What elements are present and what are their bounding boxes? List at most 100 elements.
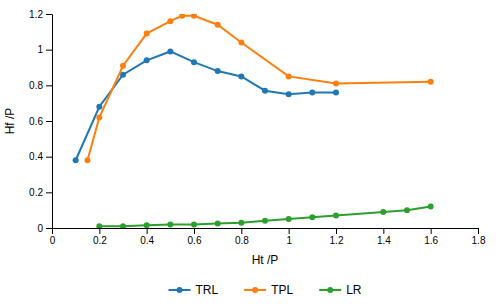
point (309, 89, 315, 95)
x-tick-mark (431, 228, 432, 234)
point (144, 57, 150, 63)
point (286, 216, 292, 222)
plot: 0 0.2 0.4 0.6 0.8 1 1.2 1.4 1.6 1.8 0 0.2 0.4 0.6 0.8 1… (29, 9, 486, 246)
x-axis: 0 0.2 0.4 0.6 0.8 1 1.2 1.4 1.6 1.8 (50, 228, 486, 246)
x-tick-label: 0 (50, 235, 56, 246)
point (286, 73, 292, 79)
x-tick: 1.8 (472, 228, 486, 246)
point (96, 114, 102, 120)
point (262, 218, 268, 224)
point (309, 214, 315, 220)
y-tick-mark (46, 50, 52, 51)
series-line (99, 207, 430, 227)
y-tick-label: 0.2 (29, 187, 43, 198)
point (238, 40, 244, 46)
x-axis-title: Ht /P (252, 253, 279, 267)
x-tick-mark (383, 228, 384, 234)
x-tick: 1.4 (377, 228, 391, 246)
point (167, 221, 173, 227)
point (191, 221, 197, 227)
x-tick-label: 0.2 (93, 235, 107, 246)
x-axis-line (53, 229, 479, 235)
x-tick: 0.6 (188, 228, 202, 246)
legend-marker (176, 287, 182, 293)
series (96, 204, 433, 228)
y-tick: 1 (37, 44, 52, 55)
point (85, 157, 91, 163)
y-tick-mark (46, 14, 52, 15)
x-tick: 0 (50, 228, 56, 246)
legend: TRL TPL LR (168, 283, 361, 297)
y-tick-mark (46, 192, 52, 193)
chart: 0 0.2 0.4 0.6 0.8 1 1.2 1.4 1.6 1.8 0 0.2 0.4 0.6 0.8 1… (0, 0, 500, 304)
y-tick: 0.2 (29, 187, 52, 198)
point (191, 14, 197, 19)
point (238, 73, 244, 79)
x-tick-mark (147, 228, 148, 234)
point (215, 68, 221, 74)
point (120, 63, 126, 69)
y-tick-label: 0.6 (29, 116, 43, 127)
point (167, 18, 173, 24)
point (167, 48, 173, 54)
point (286, 91, 292, 97)
y-tick: 0.8 (29, 80, 52, 91)
series (73, 48, 339, 163)
point (73, 157, 79, 163)
point (428, 204, 434, 210)
x-tick-label: 0.8 (235, 235, 249, 246)
x-tick: 0.8 (235, 228, 249, 246)
x-tick-label: 0.6 (188, 235, 202, 246)
y-tick-mark (46, 157, 52, 158)
point (191, 59, 197, 65)
point (333, 89, 339, 95)
point (96, 104, 102, 110)
point (380, 209, 386, 215)
x-tick: 1.6 (424, 228, 438, 246)
y-axis-line (46, 15, 53, 229)
y-tick: 1.2 (29, 9, 52, 20)
point (262, 88, 268, 94)
x-tick: 1.2 (330, 228, 344, 246)
y-tick-label: 0.8 (29, 80, 43, 91)
point (215, 22, 221, 28)
point (333, 213, 339, 219)
series-line (88, 16, 431, 160)
point (238, 220, 244, 226)
y-tick-mark (46, 121, 52, 122)
x-tick: 0.4 (140, 228, 154, 246)
point (144, 222, 150, 228)
series (85, 14, 434, 163)
x-tick-label: 1 (286, 235, 292, 246)
y-tick-mark (46, 85, 52, 86)
y-tick-label: 0.4 (29, 151, 43, 162)
point (215, 221, 221, 227)
y-axis-title: Hf /P (3, 108, 17, 135)
x-tick-label: 1.6 (424, 235, 438, 246)
legend-item: TPL (244, 283, 293, 297)
y-tick-mark (46, 228, 52, 229)
legend-item: TRL (168, 283, 218, 297)
x-tick-mark (194, 228, 195, 234)
x-tick-label: 1.4 (377, 235, 391, 246)
x-tick-mark (478, 228, 479, 234)
x-tick-mark (289, 228, 290, 234)
x-tick-label: 1.8 (472, 235, 486, 246)
point (179, 14, 185, 19)
y-tick-label: 1.2 (29, 9, 43, 20)
series-line (76, 51, 336, 160)
legend-label: TPL (271, 283, 293, 297)
legend-label: LR (346, 283, 362, 297)
point (96, 223, 102, 228)
legend-marker (327, 287, 333, 293)
legend-item: LR (319, 283, 362, 297)
y-tick-label: 1 (37, 44, 43, 55)
x-tick-mark (336, 228, 337, 234)
legend-label: TRL (195, 283, 218, 297)
x-tick-label: 0.4 (140, 235, 154, 246)
y-axis: 0 0.2 0.4 0.6 0.8 1 1.2 (29, 9, 52, 234)
point (404, 207, 410, 213)
y-tick-label: 0 (37, 223, 43, 234)
x-tick-label: 1.2 (330, 235, 344, 246)
y-tick: 0.4 (29, 151, 52, 162)
